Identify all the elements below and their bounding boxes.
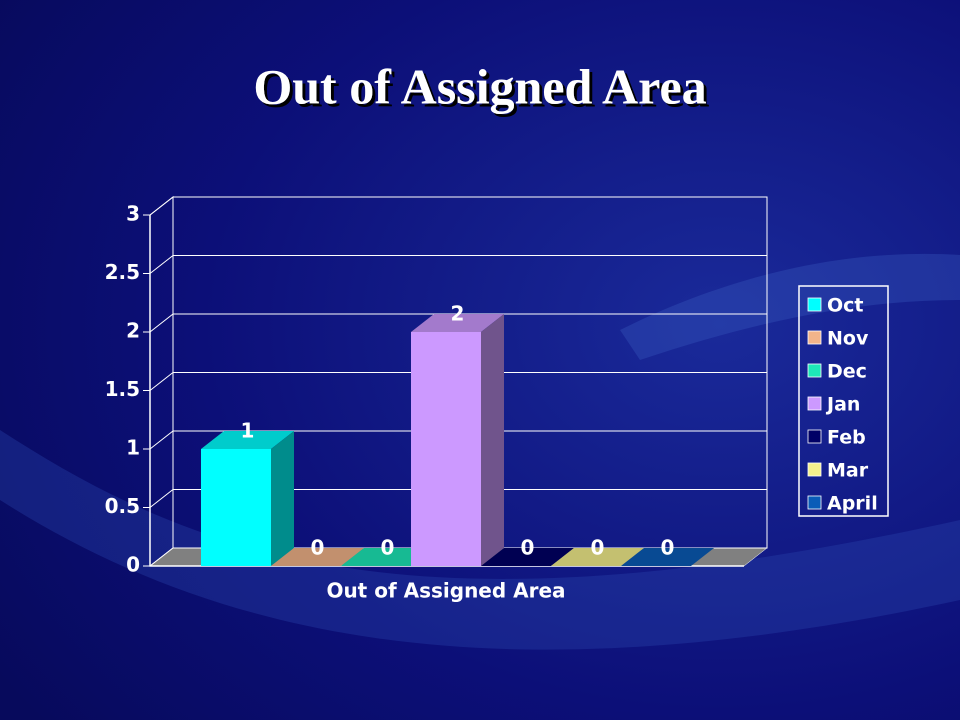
data-label: 0 <box>381 536 395 560</box>
slide-title: Out of Assigned Area <box>253 58 706 114</box>
bar <box>551 548 644 566</box>
legend-swatch <box>807 396 822 411</box>
legend-swatch <box>807 330 822 345</box>
data-label: 0 <box>521 536 535 560</box>
legend-label: April <box>827 493 878 515</box>
bar-top <box>271 548 364 566</box>
y-tick-label: 2 <box>126 319 140 343</box>
bar <box>411 314 504 566</box>
bar-side <box>481 314 504 566</box>
data-label: 0 <box>591 536 605 560</box>
bar <box>271 548 364 566</box>
grid-line <box>149 255 767 274</box>
bar-top <box>621 548 714 566</box>
data-label: 2 <box>451 302 465 326</box>
legend-label: Dec <box>827 361 867 383</box>
x-axis-category: Out of Assigned Area <box>326 579 565 603</box>
y-tick-label: 1.5 <box>105 377 140 401</box>
bar-top <box>481 548 574 566</box>
data-label: 0 <box>311 536 325 560</box>
bar-front <box>201 449 271 566</box>
grid-line <box>149 489 767 508</box>
legend-swatch <box>807 363 822 378</box>
bar-top <box>551 548 644 566</box>
grid-line <box>149 430 767 450</box>
y-tick-label: 0 <box>126 553 140 577</box>
legend-swatch <box>807 495 822 510</box>
grid-line <box>149 313 767 333</box>
grid-line <box>149 196 767 216</box>
legend-label: Mar <box>827 460 869 482</box>
legend-swatch <box>807 297 822 312</box>
legend-swatch <box>807 429 822 444</box>
data-label: 1 <box>241 419 255 443</box>
legend-label: Jan <box>825 394 860 416</box>
bar <box>621 548 714 566</box>
legend-label: Nov <box>827 328 869 350</box>
bar-top <box>411 314 504 332</box>
bar-front <box>411 332 481 566</box>
bar-top <box>201 431 294 449</box>
legend-box <box>798 285 889 517</box>
bar <box>481 548 574 566</box>
y-tick-label: 1 <box>126 436 140 460</box>
bar-side <box>271 431 294 566</box>
data-label: 0 <box>661 536 675 560</box>
y-tick-label: 2.5 <box>105 260 140 284</box>
legend-swatch <box>807 462 822 477</box>
grid-line <box>149 372 767 391</box>
bar <box>341 548 434 566</box>
bar-top <box>341 548 434 566</box>
bar <box>201 431 294 566</box>
y-tick-label: 3 <box>126 202 140 226</box>
legend-label: Oct <box>827 295 864 317</box>
y-tick-label: 0.5 <box>105 494 140 518</box>
legend-label: Feb <box>827 427 866 449</box>
swoosh <box>620 253 960 360</box>
swoosh <box>0 430 960 650</box>
